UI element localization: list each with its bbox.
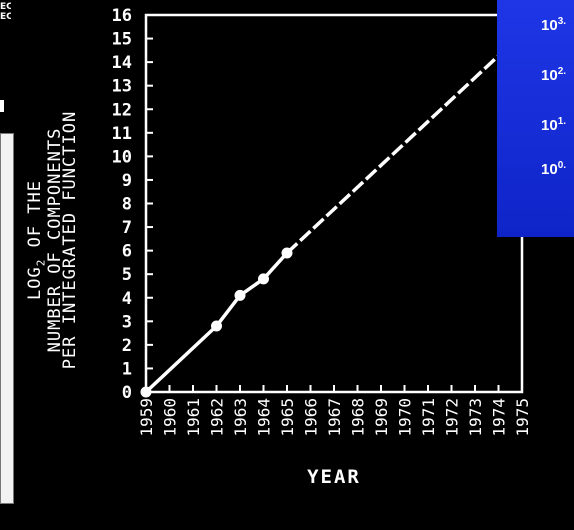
y-tick-label: 6 [122,242,132,262]
y-tick-label: 5 [122,265,132,285]
y-tick-label: 16 [112,6,132,26]
left-cropped-panel [0,133,14,504]
y-axis-label: LOG2 OF THE NUMBER OF COMPONENTS PER INT… [25,110,81,370]
x-tick-label: 1967 [325,398,344,437]
data-point [258,273,269,285]
x-tick-label: 1975 [513,398,532,437]
y-tick-label: 15 [112,30,132,50]
blue-panel-label: 103. [541,16,567,34]
x-tick-label: 1964 [255,398,274,437]
y-tick-label: 2 [122,336,132,356]
y-tick-label: 10 [112,147,132,167]
x-tick-label: 1962 [208,398,227,437]
y-axis-label-line-3: PER INTEGRATED FUNCTION [60,110,81,370]
x-tick-label: 1974 [490,398,509,437]
x-tick-label: 1960 [161,398,180,437]
blue-panel-label: 100. [541,160,567,178]
blue-panel-label: 101. [541,116,567,134]
y-tick-label: 7 [122,218,132,238]
x-tick-label: 1972 [443,398,462,437]
x-tick-label: 1968 [349,398,368,437]
data-point [234,289,246,301]
plot-frame [144,13,524,394]
y-tick-label: 4 [122,289,132,309]
y-tick-label: 8 [122,195,132,215]
x-tick-label: 1970 [396,398,415,437]
y-tick-label: 14 [112,53,132,73]
y-tick-label: 13 [112,77,132,97]
blue-panel-label: 102. [541,66,567,84]
projected-trend-line [285,32,524,255]
x-tick-label: 1963 [231,398,250,437]
left-edge-mark [0,100,4,112]
x-tick-label: 1971 [419,398,438,437]
data-point [211,320,222,332]
series-layer [140,32,524,398]
x-tick-label: 1959 [137,398,156,437]
data-point [140,386,152,398]
x-tick-label: 1965 [278,398,297,437]
axes-layer [144,13,524,394]
x-tick-label: 1973 [466,398,485,437]
x-tick-label: 1966 [302,398,321,437]
blue-overlay-panel: 103. 102. 101. 100. [497,0,574,237]
x-tick-label: 1969 [372,398,391,437]
y-tick-label: 11 [112,124,132,144]
y-tick-label: 0 [122,383,132,403]
cropped-text-fragment: EC [0,2,11,12]
x-tick-label: 1961 [184,398,203,437]
y-tick-label: 3 [122,312,132,332]
y-tick-label: 12 [112,100,132,120]
y-tick-label: 1 [122,359,132,379]
y-tick-label: 9 [122,171,132,191]
cropped-text-fragment: EC [0,12,11,22]
x-axis-label: YEAR [307,466,361,488]
